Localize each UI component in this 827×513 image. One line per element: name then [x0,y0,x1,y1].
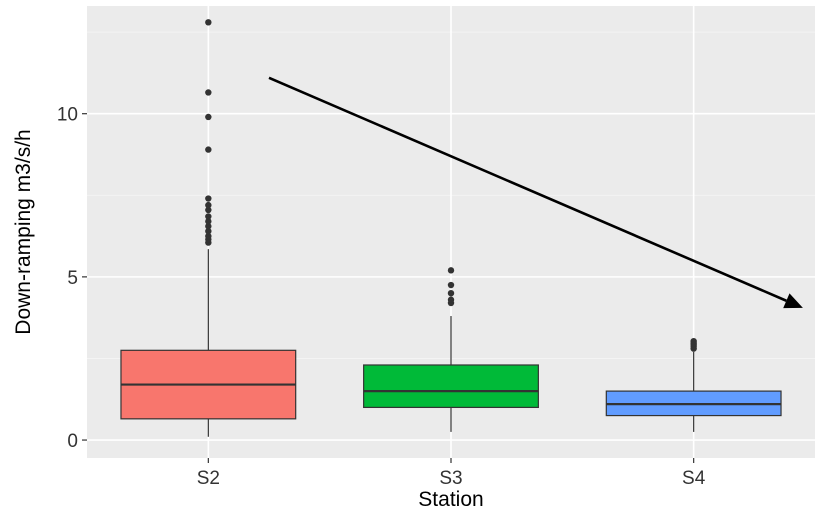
outlier-point [690,337,697,345]
x-axis: S2 S3 S4 [197,458,706,489]
outlier-point [205,113,212,121]
outlier-point [205,213,212,220]
trend-arrow [268,76,803,309]
y-tick-label: 5 [67,268,78,289]
box-iqr [363,364,539,409]
x-tick-label: S2 [197,468,220,489]
outlier-point [205,227,212,235]
box-s2 [120,19,297,437]
outlier-point [205,201,212,209]
outlier-point [205,19,212,26]
outlier-point [205,146,212,153]
y-axis-title: Down-ramping m3/s/h [12,129,35,334]
box-s4 [605,337,782,432]
y-tick-label: 0 [67,431,78,452]
outlier-point [205,195,212,202]
outlier-point [205,206,212,214]
outlier-point [447,289,455,297]
outlier-point [205,89,212,96]
outlier-point [205,232,212,240]
x-axis-title: Station [418,488,483,511]
y-tick-label: 10 [57,105,78,126]
x-tick-label: S4 [682,468,706,489]
boxes [120,19,782,437]
y-axis: 0 5 10 [57,105,87,452]
outlier-point [205,218,212,225]
arrow-shaft [268,76,787,302]
outlier-point [205,223,212,230]
box-s3 [363,267,539,432]
arrow-head [783,293,803,309]
outlier-point [447,296,455,303]
outlier-point [447,267,455,274]
x-tick-label: S3 [439,468,462,489]
outlier-point [447,281,455,289]
